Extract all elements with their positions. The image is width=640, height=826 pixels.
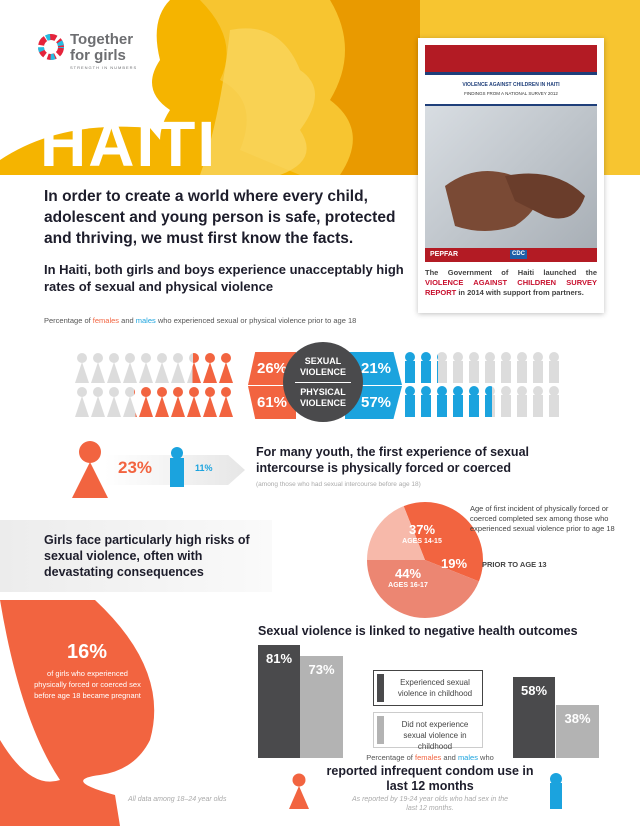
female-person-icon (203, 353, 217, 383)
female-person-icon (123, 387, 137, 417)
female-icon (72, 441, 108, 498)
female-person-icon (219, 387, 233, 417)
male-person-icon (501, 352, 511, 383)
hero-title: HAITI (40, 108, 218, 180)
male-icon (170, 447, 184, 487)
age-pie-chart (367, 502, 483, 618)
female-person-icon (155, 387, 169, 417)
forced-note: (among those who had sexual intercourse … (256, 481, 421, 488)
male-person-icon (469, 386, 479, 417)
logo-line2: for girls (70, 47, 126, 64)
health-bar: 38% (556, 704, 599, 758)
male-person-icon (405, 386, 415, 417)
male-person-icon (485, 386, 495, 417)
logo-line1: Together (70, 31, 134, 48)
male-person-icon (421, 352, 431, 383)
health-caption: Percentage of females and males who (366, 753, 494, 762)
intro-text: In order to create a world where every c… (44, 188, 396, 247)
female-person-icon (171, 353, 185, 383)
female-person-icon (75, 387, 89, 417)
section1-heading: In Haiti, both girls and boys experience… (44, 262, 404, 294)
violence-type-circle: SEXUAL VIOLENCE PHYSICAL VIOLENCE (283, 342, 363, 422)
male-person-icon (421, 386, 431, 417)
pepfar-logo: PEPFAR (430, 251, 459, 258)
female-icon (289, 773, 309, 809)
male-person-icon (453, 352, 463, 383)
pie-label-13: PRIOR TO AGE 13 (482, 560, 547, 569)
health-big-text: reported infrequent condom use in last 1… (326, 764, 534, 793)
logo-tagline: STRENGTH IN NUMBERS (70, 65, 138, 70)
male-person-icon (453, 386, 463, 417)
male-person-icon (517, 386, 527, 417)
female-person-icon (107, 387, 121, 417)
girls-band (0, 520, 272, 592)
male-person-icon (533, 386, 543, 417)
cover-subtitle: FINDINGS FROM A NATIONAL SURVEY 2012 (464, 91, 558, 96)
forced-heading: For many youth, the first experience of … (256, 445, 529, 475)
female-person-icon (171, 387, 185, 417)
violence-icon-chart (75, 352, 559, 417)
male-person-icon (549, 386, 559, 417)
pie-slice (367, 560, 479, 618)
health-text-column: Percentage of females and males who repo… (316, 753, 544, 813)
male-person-icon (485, 352, 495, 383)
male-person-icon (517, 352, 527, 383)
female-person-icon (187, 387, 201, 417)
male-forced-value: 11% (195, 463, 213, 473)
female-person-icon (91, 387, 105, 417)
footnote: All data among 18–24 year olds (128, 796, 227, 803)
female-person-icon (155, 353, 169, 383)
health-bar-chart: 81% 58% 73% 38% (258, 644, 599, 758)
legend-experienced: Experienced sexual violence in childhood (373, 670, 483, 706)
female-person-icon (203, 387, 217, 417)
cover-title: VIOLENCE AGAINST CHILDREN IN HAITI (462, 82, 560, 88)
pie-label-16-17: 44% AGES 16-17 (388, 566, 428, 589)
male-icon (550, 773, 562, 809)
health-heading: Sexual violence is linked to negative he… (258, 624, 578, 638)
pie-value-13: 19% (441, 556, 468, 571)
violence-type-labels: SEXUAL VIOLENCE PHYSICAL VIOLENCE (295, 342, 351, 409)
female-person-icon (139, 387, 153, 417)
cover-photo (425, 104, 597, 262)
female-person-icon (219, 353, 233, 383)
health-bar: 81% (258, 644, 300, 758)
health-bar: 58% (513, 676, 555, 758)
pregnancy-value: 16% (66, 641, 108, 663)
pie-slice (367, 506, 425, 560)
female-person-icon (75, 353, 89, 383)
cdc-logo: CDC (510, 250, 527, 259)
pie-slice (403, 502, 483, 582)
pie-title: Age of first incident of physically forc… (470, 504, 615, 533)
section1-caption: Percentage of females and males who expe… (44, 316, 357, 325)
girls-heading: Girls face particularly high risks of se… (44, 533, 250, 579)
female-person-icon (91, 353, 105, 383)
cover-caption: The Government of Haiti launched the VIO… (425, 268, 597, 297)
male-person-icon (405, 352, 415, 383)
male-person-icon (549, 352, 559, 383)
male-person-icon (501, 386, 511, 417)
legend-not-experienced: Did not experience sexual violence in ch… (373, 712, 483, 751)
pie-label-14-15: 37% AGES 14-15 (402, 522, 442, 545)
female-person-icon (123, 353, 137, 383)
report-cover[interactable]: VIOLENCE AGAINST CHILDREN IN HAITI FINDI… (418, 38, 604, 313)
male-person-icon (533, 352, 543, 383)
health-bar: 73% (300, 655, 343, 758)
female-person-icon (187, 353, 201, 383)
pregnancy-silhouette (0, 600, 155, 826)
together-for-girls-logo-icon (38, 34, 64, 60)
intro-column: In order to create a world where every c… (44, 186, 412, 295)
male-person-icon (437, 386, 447, 417)
forced-column: For many youth, the first experience of … (256, 444, 576, 489)
female-person-icon (139, 353, 153, 383)
female-person-icon (107, 353, 121, 383)
pregnancy-text: of girls who experienced physically forc… (34, 669, 141, 700)
health-note: As reported by 19-24 year olds who had s… (351, 796, 509, 812)
female-forced-value: 23% (118, 458, 153, 477)
male-person-icon (469, 352, 479, 383)
male-person-icon (437, 352, 447, 383)
